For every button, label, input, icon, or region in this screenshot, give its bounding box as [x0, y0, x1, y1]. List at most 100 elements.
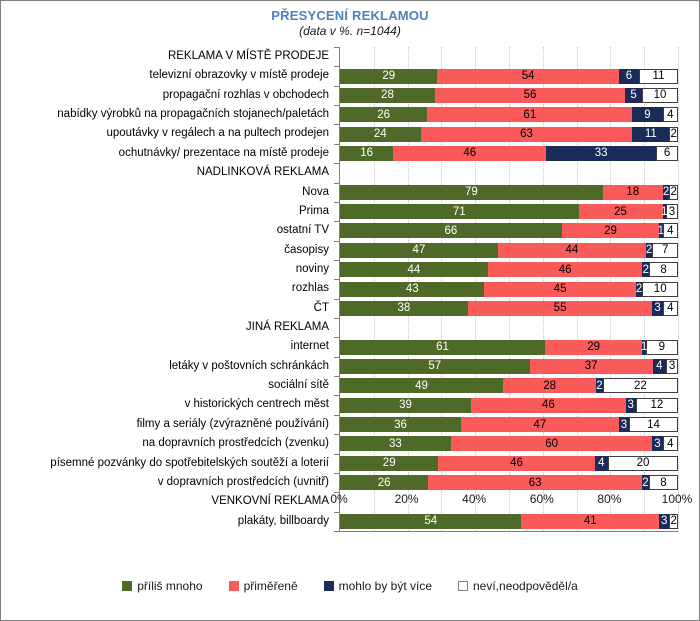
segment-p-im-en-: 25 — [578, 204, 663, 220]
segment-value: 2 — [670, 186, 677, 199]
segment-p-li-mnoho: 36 — [340, 417, 461, 433]
segment-mohlo-by-b-t-v-ce: 1 — [658, 223, 664, 239]
segment-mohlo-by-b-t-v-ce: 5 — [625, 87, 643, 103]
stacked-bar: 29 46 4 20 — [340, 455, 678, 471]
stacked-bar: 61 29 1 9 — [340, 339, 678, 355]
segment-p-im-en-: 61 — [427, 107, 633, 123]
y-axis-tick — [334, 318, 340, 320]
segment-mohlo-by-b-t-v-ce: 3 — [652, 300, 663, 316]
stacked-bar: 16 46 33 6 — [340, 145, 678, 161]
segment-p-li-mnoho: 26 — [340, 107, 428, 123]
segment-mohlo-by-b-t-v-ce: 2 — [635, 281, 643, 297]
segment-value: 26 — [377, 476, 391, 489]
segment-value: 4 — [656, 360, 663, 373]
legend-swatch — [228, 581, 239, 591]
segment-nev-neodpov-d-l-a: 8 — [649, 262, 678, 278]
category-label: Nova — [302, 185, 329, 198]
segment-p-im-en-: 29 — [544, 339, 643, 355]
segment-p-im-en-: 55 — [467, 300, 653, 316]
segment-value: 9 — [658, 341, 666, 354]
segment-value: 29 — [604, 224, 617, 237]
category-label: propagační rozhlas v obchodech — [162, 88, 329, 101]
segment-p-im-en-: 37 — [529, 358, 653, 374]
category-label: Prima — [298, 204, 329, 217]
segment-value: 37 — [584, 360, 598, 373]
x-axis-label: 40% — [462, 492, 487, 506]
y-axis-tick — [334, 85, 340, 87]
chart-row: 66 29 1 4 — [340, 221, 678, 240]
stacked-bar: 24 63 11 2 — [340, 126, 678, 142]
segment-value: 29 — [382, 70, 396, 83]
segment-value: 4 — [667, 437, 674, 450]
legend-swatch — [122, 581, 133, 591]
segment-mohlo-by-b-t-v-ce: 1 — [661, 204, 667, 220]
segment-value: 46 — [463, 147, 477, 160]
category-label: plakáty, billboardy — [237, 514, 329, 527]
segment-value: 2 — [670, 128, 677, 141]
segment-p-li-mnoho: 44 — [340, 262, 488, 278]
category-label: upoutávky v regálech a na pultech prodej… — [106, 127, 330, 140]
y-axis-tick — [334, 531, 340, 532]
segment-p-li-mnoho: 49 — [340, 378, 504, 394]
legend-label: mohlo by být více — [338, 579, 432, 593]
chart-row: 61 29 1 9 — [340, 337, 678, 356]
segment-p-li-mnoho: 29 — [340, 455, 439, 471]
chart-row: 36 47 3 14 — [340, 415, 678, 434]
y-axis-tick — [334, 414, 340, 416]
y-axis-tick — [334, 240, 340, 242]
segment-value: 5 — [630, 89, 637, 102]
chart-row: 33 60 3 4 — [340, 434, 678, 453]
segment-mohlo-by-b-t-v-ce: 6 — [618, 68, 640, 84]
segment-value: 47 — [412, 244, 426, 257]
segment-mohlo-by-b-t-v-ce: 3 — [652, 436, 663, 452]
segment-value: 18 — [626, 186, 640, 199]
segment-value: 6 — [663, 147, 671, 160]
category-label: sociální sítě — [268, 379, 329, 392]
segment-p-li-mnoho: 47 — [340, 242, 498, 258]
segment-nev-neodpov-d-l-a: 3 — [666, 358, 679, 374]
y-axis-tick — [334, 221, 340, 223]
chart-row: 28 56 5 10 — [340, 86, 678, 105]
category-label: letáky v poštovních schránkách — [169, 359, 329, 372]
segment-value: 4 — [667, 224, 674, 237]
legend-item: přiměřeně — [228, 579, 298, 593]
segment-mohlo-by-b-t-v-ce: 11 — [632, 126, 670, 142]
category-label: filmy a seriály (zvýrazněné používání) — [136, 417, 329, 430]
segment-p-im-en-: 45 — [484, 281, 636, 297]
segment-value: 79 — [465, 186, 478, 199]
y-axis-tick — [334, 453, 340, 455]
segment-value: 3 — [654, 302, 661, 315]
chart-row: 38 55 3 4 — [340, 299, 678, 318]
segment-value: 55 — [553, 302, 567, 315]
segment-value: 2 — [645, 244, 653, 257]
segment-nev-neodpov-d-l-a: 4 — [662, 107, 678, 123]
chart-area: REKLAMA V MÍSTĚ PRODEJE televizní obrazov… — [1, 47, 699, 532]
segment-value: 14 — [647, 418, 660, 431]
legend-swatch — [458, 581, 468, 591]
y-axis-tick — [334, 472, 340, 474]
x-axis-label: 0% — [330, 492, 348, 506]
segment-value: 61 — [523, 108, 537, 121]
segment-value: 54 — [424, 515, 438, 528]
segment-mohlo-by-b-t-v-ce: 1 — [641, 339, 647, 355]
x-axis-label: 100% — [661, 492, 693, 506]
chart-row: 49 28 2 22 — [340, 376, 679, 395]
segment-mohlo-by-b-t-v-ce: 3 — [618, 417, 629, 433]
segment-nev-neodpov-d-l-a: 12 — [635, 397, 678, 413]
y-axis-tick — [334, 492, 340, 494]
segment-value: 10 — [653, 89, 667, 102]
header-spacer-row — [340, 318, 678, 337]
x-axis: 0% 20% 40% 60% 80% 100% — [330, 486, 692, 508]
segment-value: 20 — [636, 457, 650, 470]
group-header-label: NADLINKOVÁ REKLAMA — [196, 166, 329, 179]
stacked-bar: 47 44 2 7 — [340, 242, 678, 258]
segment-nev-neodpov-d-l-a: 10 — [642, 281, 678, 297]
segment-p-im-en-: 56 — [435, 87, 626, 103]
segment-value: 6 — [625, 70, 633, 83]
segment-value: 3 — [654, 437, 661, 450]
y-axis-tick — [334, 66, 340, 68]
segment-value: 36 — [394, 418, 407, 431]
segment-nev-neodpov-d-l-a: 4 — [662, 436, 678, 452]
category-labels-column: REKLAMA V MÍSTĚ PRODEJE televizní obrazov… — [1, 47, 334, 531]
segment-p-li-mnoho: 43 — [340, 281, 485, 297]
